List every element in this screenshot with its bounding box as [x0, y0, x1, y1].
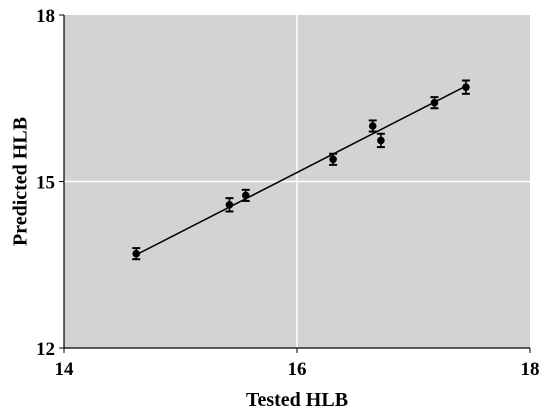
marker-3: [329, 155, 337, 164]
data-point-2: [241, 188, 250, 202]
data-points: [132, 79, 470, 261]
tick-labels: 14 16 18 12 15 18: [36, 6, 540, 380]
data-point-1: [225, 197, 234, 213]
fit-line: [135, 85, 467, 256]
marker-4: [368, 122, 377, 130]
marker-5: [377, 136, 385, 145]
marker-6: [430, 98, 439, 107]
data-point-7: [461, 79, 470, 95]
data-point-4: [368, 119, 377, 133]
data-point-6: [430, 96, 439, 110]
x-tick-label-0: 14: [55, 359, 75, 380]
marker-1: [225, 201, 234, 209]
marker-0: [132, 249, 141, 258]
y-tick-label-0: 12: [36, 339, 55, 360]
fit-line-group: [135, 85, 467, 256]
grid-lines: [64, 15, 530, 348]
axes: [59, 14, 531, 353]
y-tick-label-1: 15: [36, 173, 55, 194]
marker-7: [462, 83, 470, 91]
data-point-5: [376, 132, 385, 149]
x-axis-title: Tested HLB: [246, 389, 348, 411]
y-axis-title: Predicted HLB: [10, 117, 32, 246]
y-tick-label-2: 18: [36, 6, 55, 27]
x-tick-label-1: 16: [288, 359, 307, 380]
data-point-3: [329, 152, 338, 166]
x-tick-label-2: 18: [521, 359, 540, 380]
marker-2: [241, 191, 250, 200]
data-point-0: [132, 247, 141, 261]
